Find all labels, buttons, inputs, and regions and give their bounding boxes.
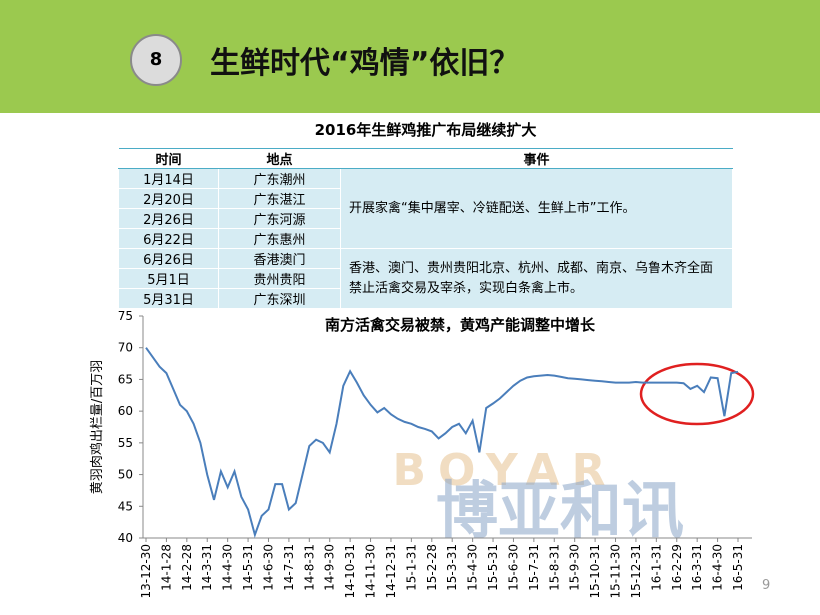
table-cell: 广东深圳 [218,288,341,309]
table-cell: 广东潮州 [218,168,341,189]
x-tick-label: 13-12-30 [139,544,153,598]
x-tick-label: 14-9-30 [323,544,337,591]
table-row: 5月31日 广东深圳 [118,288,733,309]
x-tick-label: 15-10-31 [588,544,602,598]
x-tick-label: 14-2-28 [180,544,194,591]
x-tick-label: 15-4-30 [466,544,480,591]
y-tick-label: 70 [118,341,133,355]
highlight-ellipse [639,362,755,426]
x-tick-label: 15-7-31 [527,544,541,591]
x-tick-label: 16-3-31 [690,544,704,591]
y-tick-label: 40 [118,531,133,545]
x-tick-label: 14-11-30 [364,544,378,598]
x-tick-label: 14-4-30 [221,544,235,591]
event-cell: 香港、澳门、贵州贵阳北京、杭州、成都、南京、乌鲁木齐全面禁止活禽交易及宰杀，实现… [340,248,733,309]
x-tick-label: 15-8-31 [547,544,561,591]
y-tick-label: 75 [118,309,133,323]
x-tick-label: 14-5-31 [241,544,255,591]
table-cell: 6月26日 [118,248,219,269]
table-cell: 1月14日 [118,168,219,189]
x-tick-label: 15-12-31 [629,544,643,598]
x-tick-label: 14-8-31 [302,544,316,591]
y-tick-label: 60 [118,404,133,418]
x-tick-label: 15-5-31 [486,544,500,591]
column-header: 时间 [118,148,219,169]
y-tick-label: 45 [118,499,133,513]
page-number: 9 [762,578,771,593]
x-tick-label: 15-6-30 [506,544,520,591]
table-row: 2月20日 广东湛江 [118,188,733,209]
y-tick-label: 65 [118,372,133,386]
y-axis-label: 黄羽肉鸡出栏量/百万羽 [89,360,105,494]
y-tick-label: 50 [118,468,133,482]
x-tick-label: 14-6-30 [261,544,275,591]
table-cell: 6月22日 [118,228,219,249]
table-cell: 5月31日 [118,288,219,309]
x-tick-label: 14-12-31 [384,544,398,598]
table-title: 2016年生鲜鸡推广布局继续扩大 [314,121,537,139]
table-cell: 香港澳门 [218,248,341,269]
table-row: 2月26日 广东河源 [118,208,733,229]
table-cell: 5月1日 [118,268,219,289]
x-tick-label: 16-5-31 [731,544,745,591]
table-row: 6月26日 香港澳门 香港、澳门、贵州贵阳北京、杭州、成都、南京、乌鲁木齐全面禁止活… [118,248,733,309]
table-cell: 2月26日 [118,208,219,229]
y-tick-label: 55 [118,436,133,450]
table-row: 6月22日 广东惠州 [118,228,733,249]
column-header: 事件 [340,148,733,169]
watermark: 博亚和讯 [436,474,684,547]
x-tick-label: 16-1-31 [649,544,663,591]
x-tick-label: 14-3-31 [200,544,214,591]
x-tick-label: 15-2-28 [425,544,439,591]
slide-number: 8 [130,34,182,86]
x-tick-label: 14-7-31 [282,544,296,591]
event-cell: 开展家禽“集中屠宰、冷链配送、生鲜上市”工作。 [340,168,733,249]
slide-title: 生鲜时代“鸡情”依旧？ [210,46,520,81]
table-row: 1月14日 广东潮州 开展家禽“集中屠宰、冷链配送、生鲜上市”工作。 [118,168,733,249]
x-tick-label: 15-3-31 [445,544,459,591]
x-tick-label: 14-1-28 [159,544,173,591]
x-tick-label: 14-10-31 [343,544,357,598]
x-tick-label: 16-2-29 [670,544,684,591]
table-cell: 广东惠州 [218,228,341,249]
table-cell: 2月20日 [118,188,219,209]
chart-title: 南方活禽交易被禁，黄鸡产能调整中增长 [325,316,596,334]
table-cell: 广东河源 [218,208,341,229]
table: 时间 地点 事件 1月14日 广东潮州 开展家禽“集中屠宰、冷链配送、生鲜上市”工作。 2… [118,148,733,309]
x-tick-label: 15-9-30 [568,544,582,591]
x-tick-label: 16-4-30 [711,544,725,591]
x-tick-label: 15-1-31 [404,544,418,591]
x-tick-label: 15-11-30 [609,544,623,598]
data-line [145,347,739,539]
watermark: BOYAR [393,445,618,496]
